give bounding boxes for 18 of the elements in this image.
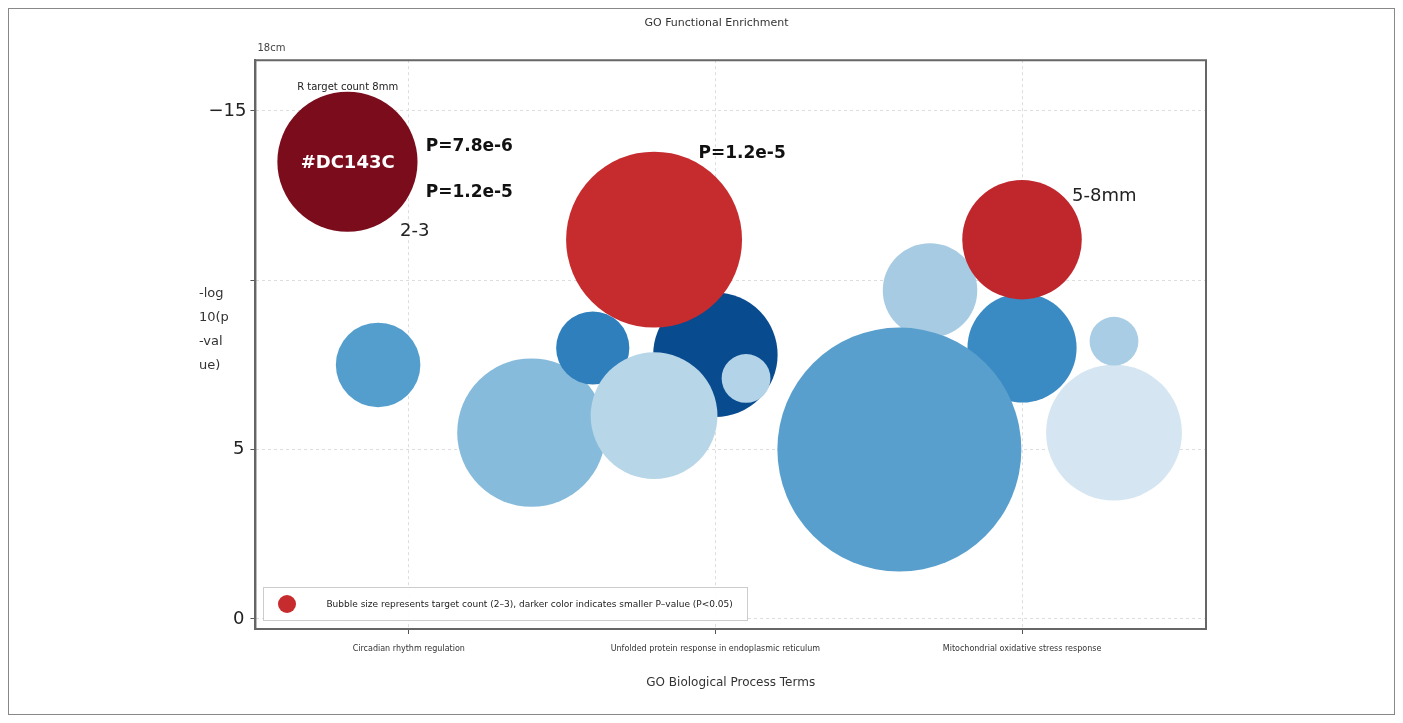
chart-title: GO Functional Enrichment: [644, 16, 790, 30]
annotation: 5-8mm: [1072, 183, 1137, 205]
annotation: #DC143C: [300, 150, 395, 172]
annotation: 2-3: [400, 219, 430, 241]
y-tick-label: 0: [233, 606, 245, 628]
annotation: P=1.2e-5: [698, 141, 786, 162]
x-axis-title: GO Biological Process Terms: [646, 674, 816, 689]
annotation: P=7.8e-6: [425, 135, 513, 156]
x-tick-label: Circadian rhythm regulation: [352, 643, 465, 653]
x-tick-label: Mitochondrial oxidative stress response: [942, 643, 1102, 653]
legend: Bubble size represents target count (2–3), darker color indicates smaller P–value (P<0.05): [263, 587, 748, 621]
text: −15: [208, 98, 247, 120]
text: 18cm: [257, 42, 286, 54]
x-tick-label: Unfolded protein response in endoplasmic reticulum: [610, 643, 821, 653]
y-axis-title: -log10(p-value): [199, 284, 229, 374]
annotation: P=1.2e-5: [425, 180, 513, 201]
y-tick-label: 5: [233, 437, 245, 459]
annotation: R target count 8mm: [297, 81, 399, 93]
